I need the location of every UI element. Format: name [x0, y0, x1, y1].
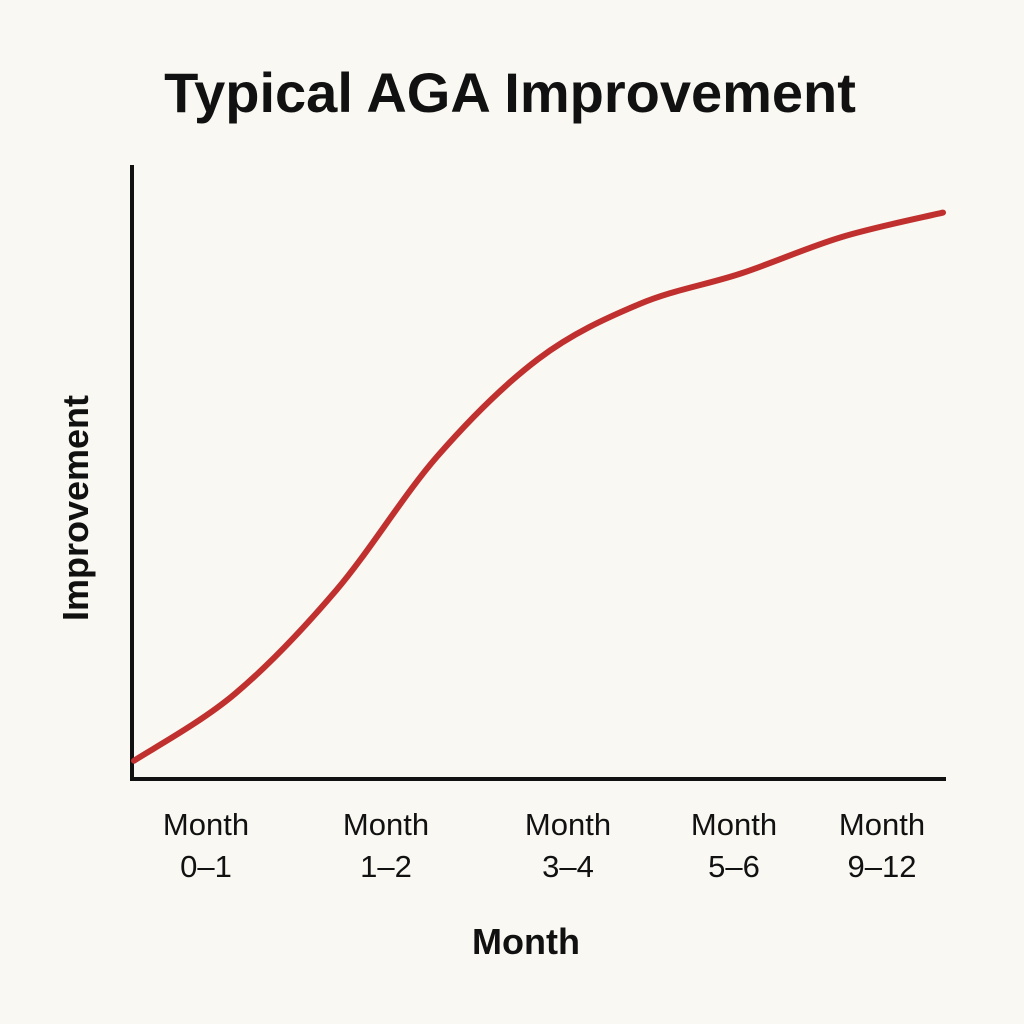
x-tick-label-line1: Month — [839, 807, 925, 842]
x-tick-labels: Month 0–1 Month 1–2 Month 3–4 Month 5–6 Month 9–1… — [163, 807, 925, 884]
y-axis-label: Improvement — [55, 395, 96, 621]
x-tick-label: Month 1–2 — [343, 807, 429, 884]
x-tick-label-line2: 9–12 — [848, 849, 917, 884]
x-tick-label-line2: 1–2 — [360, 849, 412, 884]
x-tick-label-line2: 0–1 — [180, 849, 232, 884]
x-tick-label-line1: Month — [163, 807, 249, 842]
x-tick-label-line1: Month — [525, 807, 611, 842]
x-tick-label: Month 5–6 — [691, 807, 777, 884]
x-tick-label: Month 3–4 — [525, 807, 611, 884]
x-tick-label: Month 0–1 — [163, 807, 249, 884]
x-tick-label: Month 9–12 — [839, 807, 925, 884]
chart-title: Typical AGA Improvement — [164, 61, 856, 124]
x-tick-label-line1: Month — [343, 807, 429, 842]
x-tick-label-line1: Month — [691, 807, 777, 842]
series-line — [131, 209, 946, 764]
x-tick-label-line2: 3–4 — [542, 849, 594, 884]
x-axis-label: Month — [472, 921, 580, 962]
x-tick-label-line2: 5–6 — [708, 849, 760, 884]
